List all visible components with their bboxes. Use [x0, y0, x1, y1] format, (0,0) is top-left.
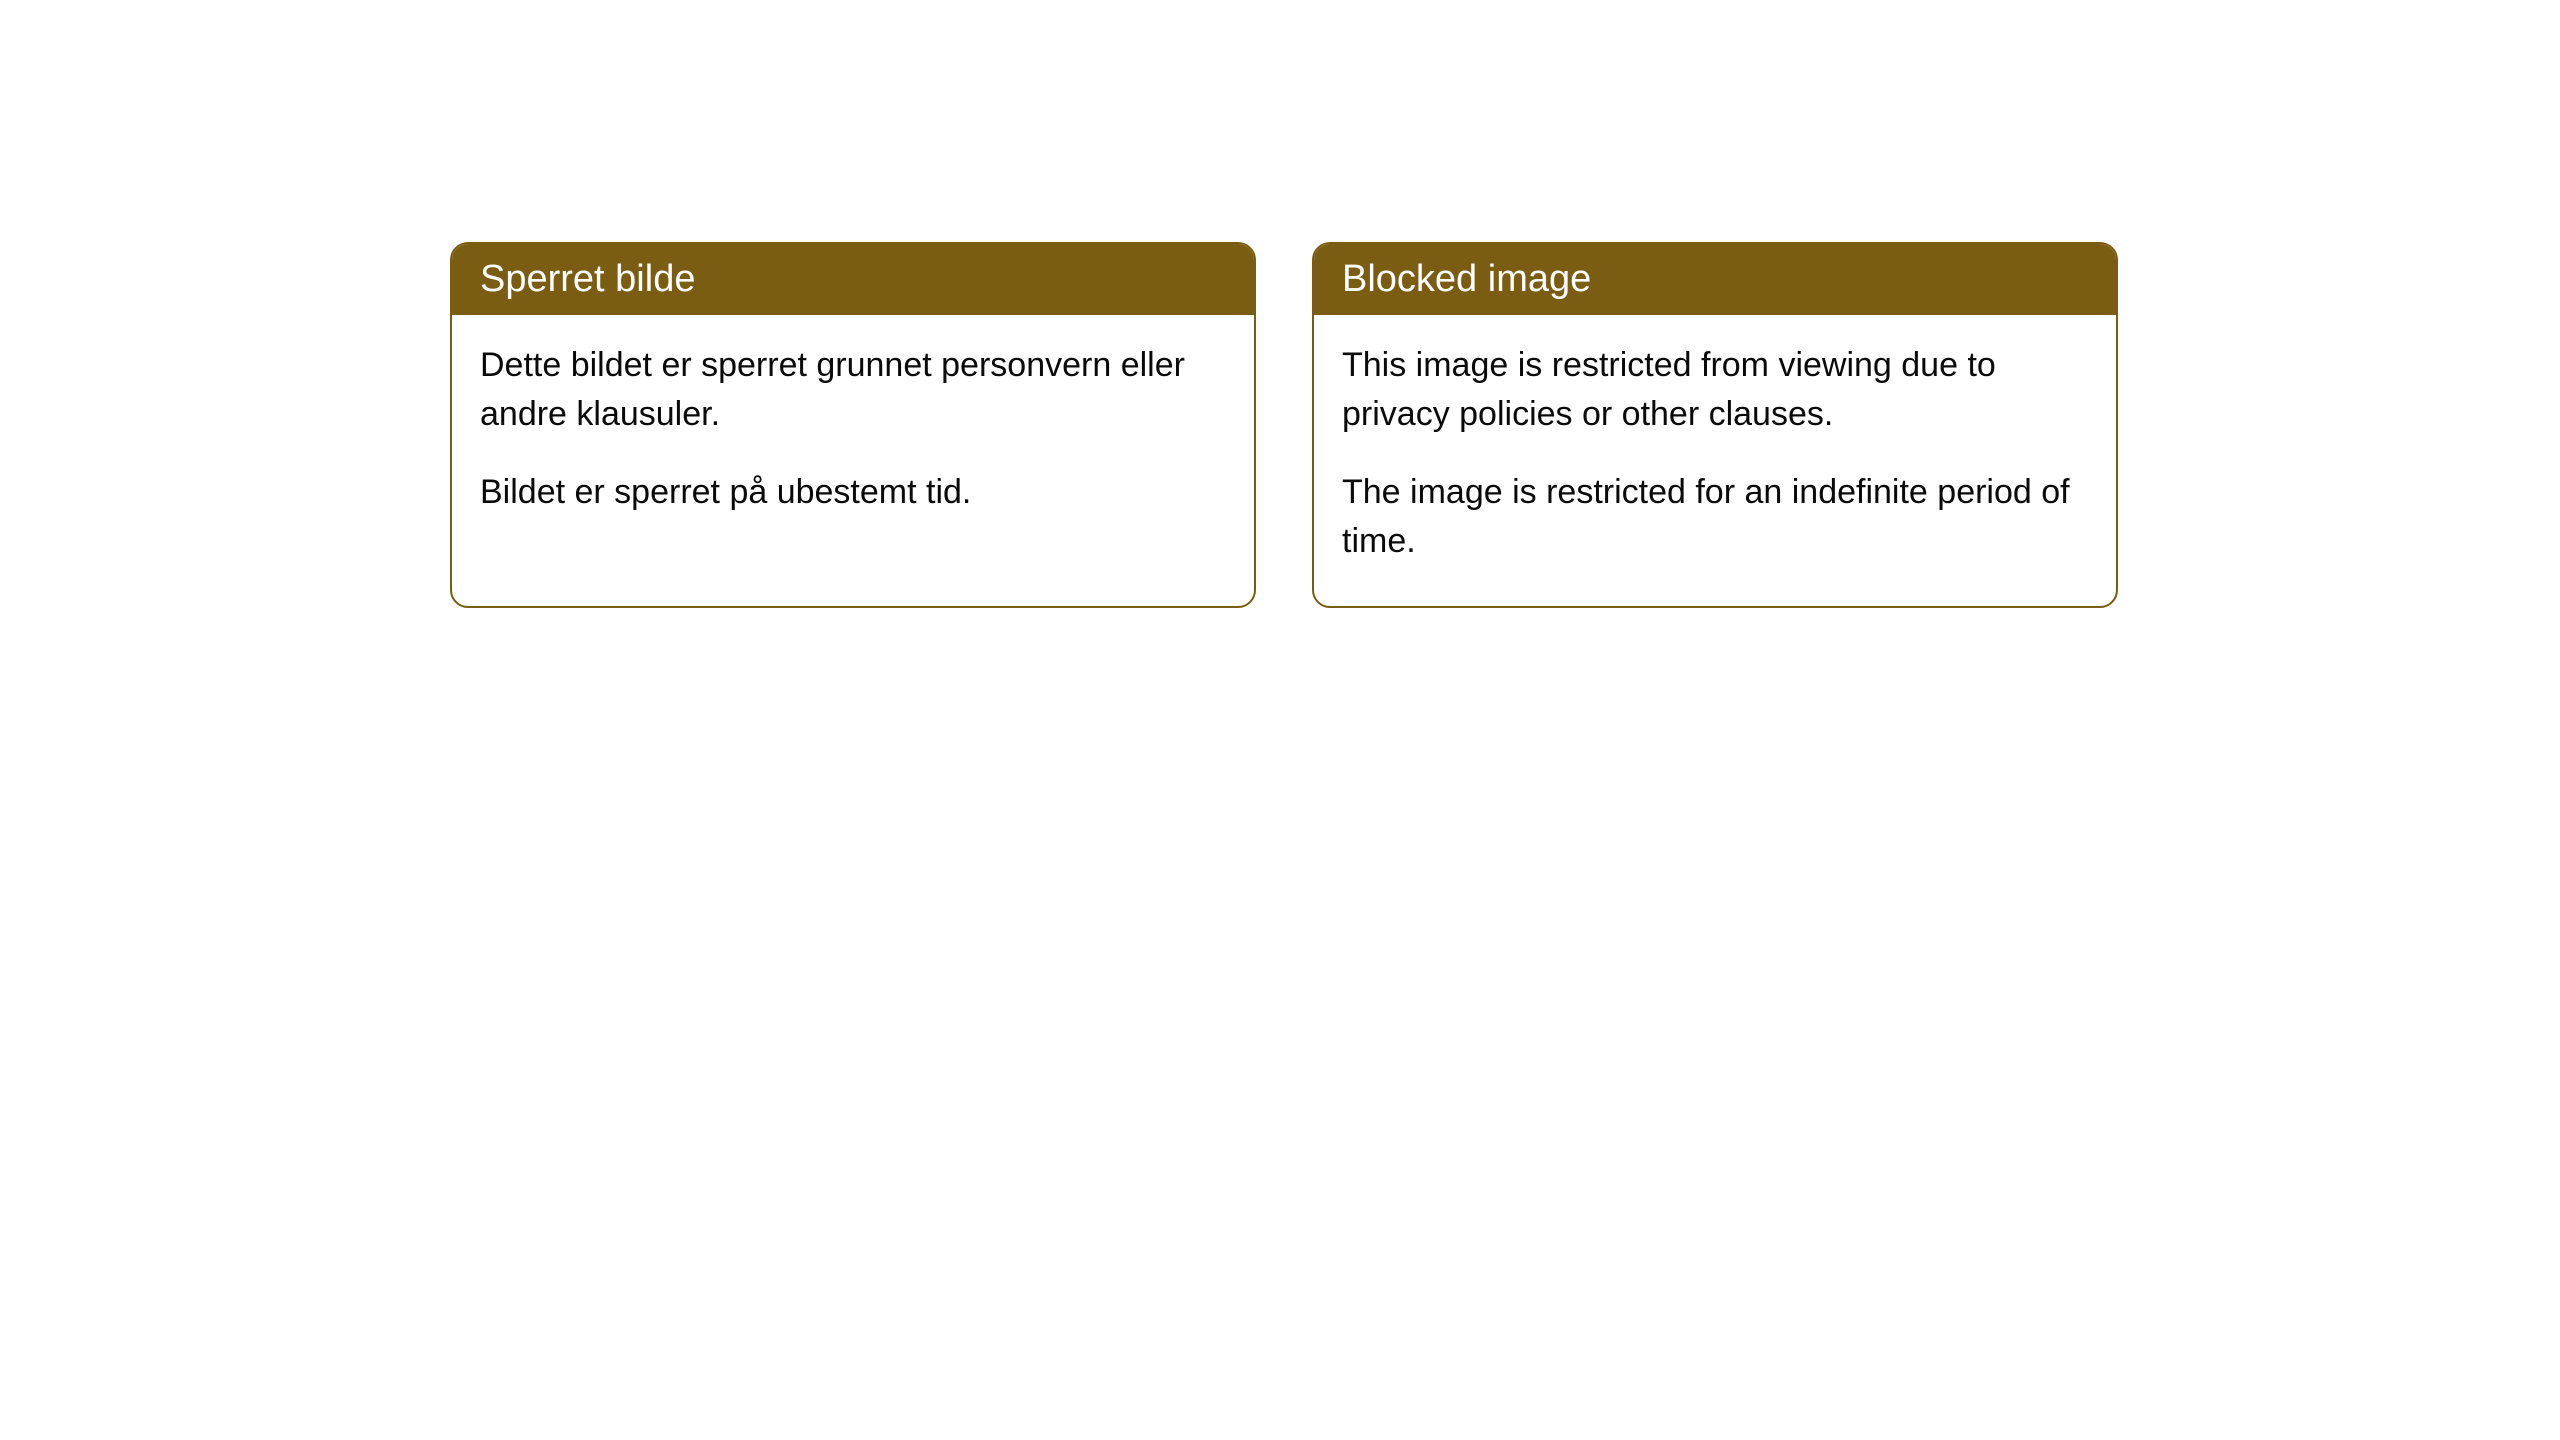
- card-header: Sperret bilde: [452, 244, 1254, 315]
- card-paragraph: Bildet er sperret på ubestemt tid.: [480, 468, 1226, 517]
- card-paragraph: Dette bildet er sperret grunnet personve…: [480, 341, 1226, 440]
- card-title: Sperret bilde: [480, 258, 695, 300]
- card-body: Dette bildet er sperret grunnet personve…: [452, 315, 1254, 557]
- notice-card-english: Blocked image This image is restricted f…: [1312, 242, 2118, 608]
- card-body: This image is restricted from viewing du…: [1314, 315, 2116, 606]
- card-header: Blocked image: [1314, 244, 2116, 315]
- notice-card-norwegian: Sperret bilde Dette bildet er sperret gr…: [450, 242, 1256, 608]
- card-title: Blocked image: [1342, 258, 1591, 300]
- card-paragraph: The image is restricted for an indefinit…: [1342, 468, 2088, 567]
- card-paragraph: This image is restricted from viewing du…: [1342, 341, 2088, 440]
- notice-cards-container: Sperret bilde Dette bildet er sperret gr…: [450, 242, 2118, 608]
